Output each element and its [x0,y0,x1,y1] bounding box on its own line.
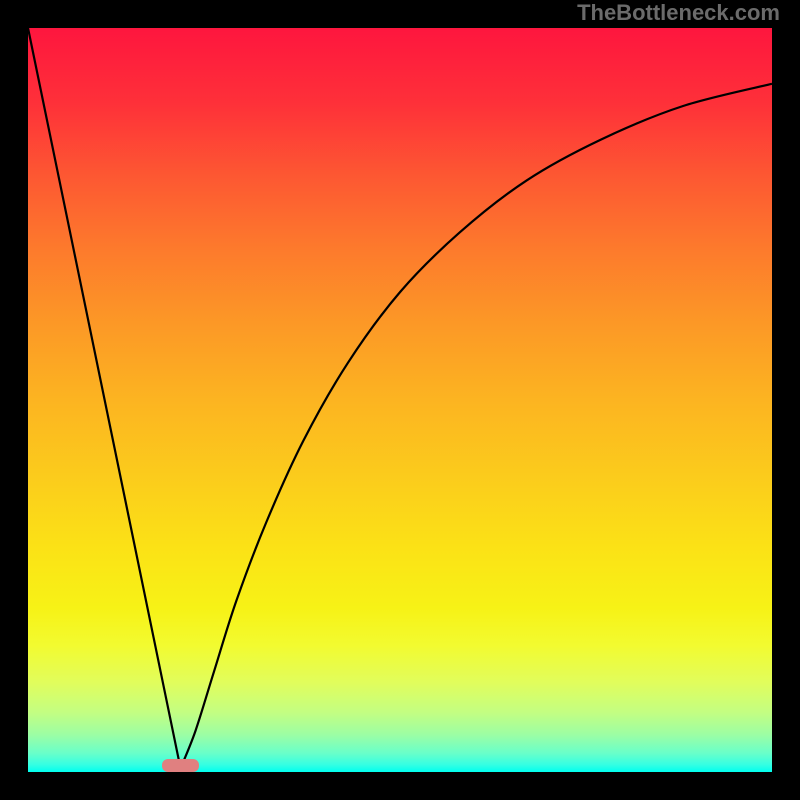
optimal-point-marker [162,759,199,772]
watermark-text: TheBottleneck.com [577,0,780,26]
plot-area [28,28,772,772]
curve-path [28,28,772,768]
bottleneck-curve [28,28,772,772]
chart-container: { "watermark": { "text": "TheBottleneck.… [0,0,800,800]
